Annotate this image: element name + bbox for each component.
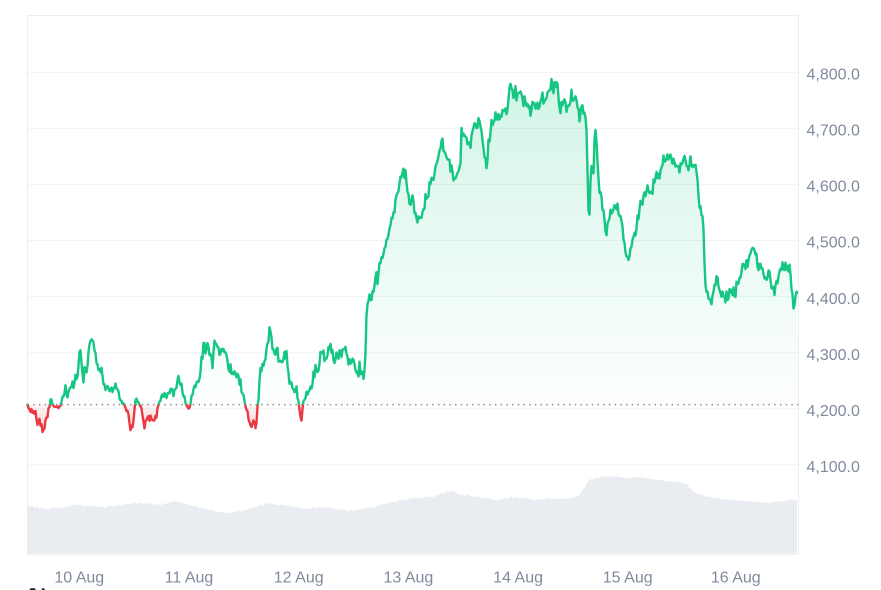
- svg-text:4,600.0: 4,600.0: [807, 179, 860, 196]
- svg-text:14 Aug: 14 Aug: [493, 570, 543, 587]
- svg-text:15 Aug: 15 Aug: [603, 570, 653, 587]
- svg-text:4,800.0: 4,800.0: [807, 67, 860, 84]
- svg-text:10 Aug: 10 Aug: [54, 570, 104, 587]
- svg-text:4,400.0: 4,400.0: [807, 291, 860, 308]
- svg-text:11 Aug: 11 Aug: [165, 570, 214, 587]
- svg-text:16 Aug: 16 Aug: [711, 570, 761, 587]
- svg-text:4,200.0: 4,200.0: [807, 403, 860, 420]
- svg-text:4,300.0: 4,300.0: [807, 347, 860, 364]
- svg-text:12 Aug: 12 Aug: [274, 570, 324, 587]
- svg-text:13 Aug: 13 Aug: [383, 570, 433, 587]
- svg-text:4,100.0: 4,100.0: [807, 459, 860, 476]
- svg-text:4,500.0: 4,500.0: [807, 235, 860, 252]
- svg-text:4,700.0: 4,700.0: [807, 123, 860, 140]
